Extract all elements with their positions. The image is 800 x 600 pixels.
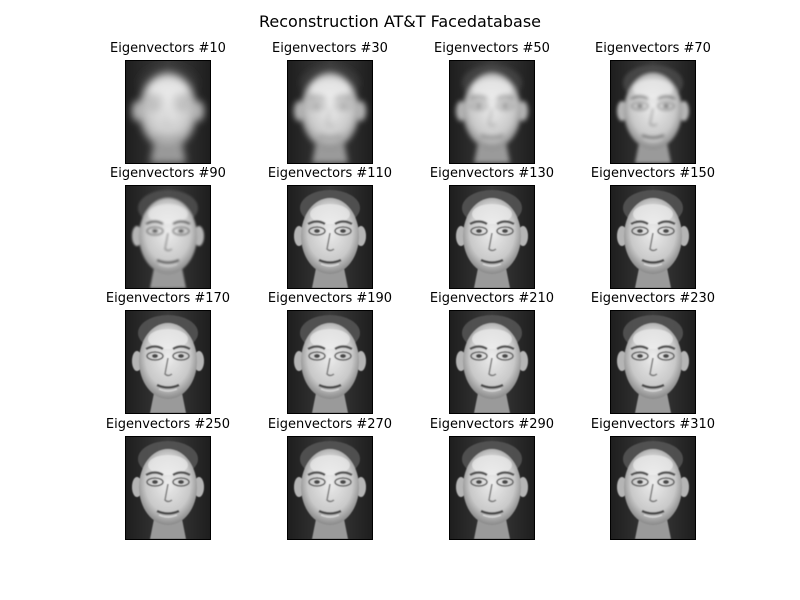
- panel-title: Eigenvectors #30: [272, 41, 388, 56]
- panel-title: Eigenvectors #250: [105, 417, 231, 432]
- panel-title: Eigenvectors #10: [110, 41, 226, 56]
- panel-title: Eigenvectors #90: [110, 166, 226, 181]
- panel-title: Eigenvectors #270: [267, 417, 393, 432]
- reconstructed-face-image: [449, 436, 535, 540]
- reconstructed-face-image: [287, 60, 373, 164]
- panel-title: Eigenvectors #70: [595, 41, 711, 56]
- reconstructed-face-image: [125, 436, 211, 540]
- reconstructed-face-image: [287, 185, 373, 289]
- reconstructed-face-image: [610, 310, 696, 414]
- reconstructed-face-image: [610, 185, 696, 289]
- panel-title: Eigenvectors #190: [267, 291, 393, 306]
- panel-title: Eigenvectors #310: [590, 417, 716, 432]
- panel-title: Eigenvectors #50: [434, 41, 550, 56]
- reconstructed-face-image: [125, 185, 211, 289]
- reconstructed-face-image: [287, 310, 373, 414]
- panel-title: Eigenvectors #170: [105, 291, 231, 306]
- panel-title: Eigenvectors #130: [429, 166, 555, 181]
- reconstructed-face-image: [610, 60, 696, 164]
- reconstructed-face-image: [449, 60, 535, 164]
- reconstructed-face-image: [449, 310, 535, 414]
- panel-title: Eigenvectors #290: [429, 417, 555, 432]
- reconstructed-face-image: [125, 60, 211, 164]
- figure-title: Reconstruction AT&T Facedatabase: [259, 12, 541, 31]
- panel-title: Eigenvectors #210: [429, 291, 555, 306]
- panel-title: Eigenvectors #110: [267, 166, 393, 181]
- panel-title: Eigenvectors #150: [590, 166, 716, 181]
- reconstructed-face-image: [610, 436, 696, 540]
- reconstructed-face-image: [287, 436, 373, 540]
- reconstructed-face-image: [125, 310, 211, 414]
- reconstructed-face-image: [449, 185, 535, 289]
- panel-title: Eigenvectors #230: [590, 291, 716, 306]
